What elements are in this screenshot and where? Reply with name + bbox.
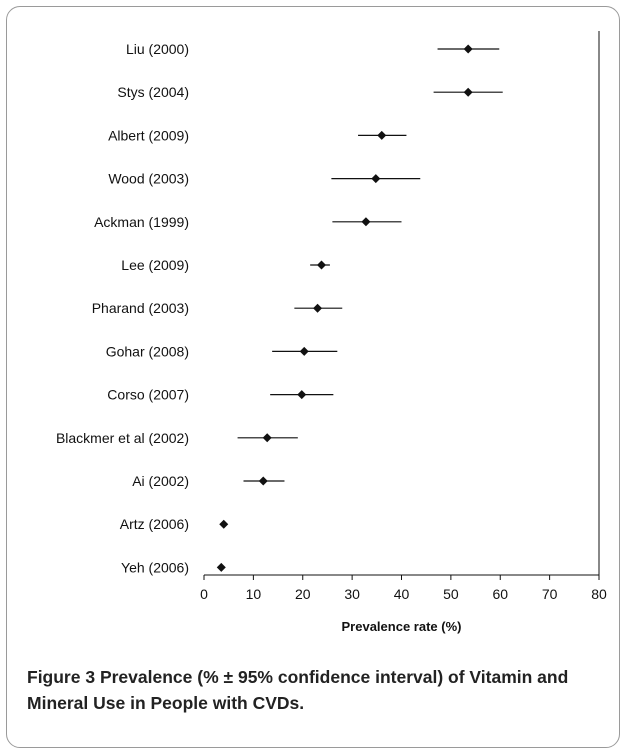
x-tick-label: 40 [394, 586, 410, 602]
point-marker [361, 217, 371, 227]
category-label: Wood (2003) [108, 171, 189, 187]
x-tick-label: 0 [200, 586, 208, 602]
point-marker [219, 519, 229, 529]
category-label: Lee (2009) [121, 257, 189, 273]
x-tick-label: 20 [295, 586, 311, 602]
figure-caption: Figure 3 Prevalence (% ± 95% confidence … [27, 664, 617, 716]
axes: 0 10 20 30 40 50 60 70 80 [200, 31, 607, 602]
point-marker [297, 390, 307, 400]
point-marker [258, 476, 268, 486]
point-marker [216, 562, 226, 572]
x-tick-label: 70 [542, 586, 558, 602]
point-marker [371, 174, 381, 184]
point-marker [463, 44, 473, 54]
category-label: Ackman (1999) [94, 214, 189, 230]
category-label: Corso (2007) [107, 387, 189, 403]
point-marker [463, 87, 473, 97]
category-label: Albert (2009) [108, 127, 189, 143]
figure-frame: 0 10 20 30 40 50 60 70 80 Liu (2000) Stys (2004) A… [6, 6, 620, 748]
caption-text: Prevalence (% ± 95% confidence interval)… [27, 667, 569, 713]
category-label: Yeh (2006) [121, 559, 189, 575]
forest-plot: 0 10 20 30 40 50 60 70 80 Liu (2000) Stys (2004) A… [56, 31, 607, 634]
x-tick-label: 50 [443, 586, 459, 602]
data-marks [216, 44, 503, 572]
x-axis-label: Prevalence rate (%) [342, 619, 462, 634]
category-label: Gohar (2008) [106, 343, 189, 359]
category-label: Blackmer et al (2002) [56, 430, 189, 446]
caption-label: Figure 3 [27, 667, 96, 687]
x-tick-label: 30 [344, 586, 360, 602]
x-tick-label: 80 [591, 586, 607, 602]
x-tick-label: 10 [246, 586, 262, 602]
category-label: Stys (2004) [117, 84, 189, 100]
category-label: Ai (2002) [132, 473, 189, 489]
category-labels: Liu (2000) Stys (2004) Albert (2009) Wood (… [56, 41, 189, 575]
point-marker [299, 346, 309, 356]
point-marker [317, 260, 327, 270]
category-label: Artz (2006) [120, 516, 189, 532]
x-tick-label: 60 [492, 586, 508, 602]
point-marker [313, 303, 323, 313]
category-label: Pharand (2003) [92, 300, 189, 316]
category-label: Liu (2000) [126, 41, 189, 57]
point-marker [377, 130, 387, 140]
point-marker [262, 433, 272, 443]
